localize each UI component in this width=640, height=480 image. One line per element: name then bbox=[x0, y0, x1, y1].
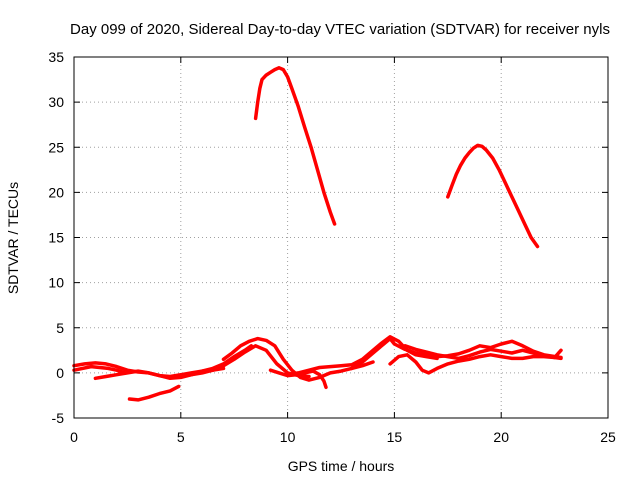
series-low-11 bbox=[403, 344, 563, 361]
x-tick-labels: 0 5 10 15 20 25 bbox=[70, 429, 616, 445]
x-tick-label: 0 bbox=[70, 429, 78, 445]
y-tick-label: 25 bbox=[48, 139, 64, 155]
y-tick-label: 10 bbox=[48, 275, 64, 291]
series-arc-high-2 bbox=[446, 143, 540, 249]
y-tick-label: 15 bbox=[48, 230, 64, 246]
series-low-8 bbox=[285, 335, 439, 377]
x-tick-label: 15 bbox=[387, 429, 403, 445]
grid bbox=[74, 57, 608, 418]
series-low-2 bbox=[72, 364, 128, 375]
axis-ticks bbox=[73, 56, 609, 419]
series-low-4 bbox=[127, 384, 181, 402]
x-axis-label: GPS time / hours bbox=[288, 458, 395, 474]
y-tick-label: 5 bbox=[56, 320, 64, 336]
series-layer bbox=[72, 66, 563, 402]
y-axis-label: SDTVAR / TECUs bbox=[5, 182, 21, 294]
x-tick-label: 10 bbox=[280, 429, 296, 445]
x-tick-label: 25 bbox=[600, 429, 616, 445]
y-tick-label: -5 bbox=[52, 410, 65, 426]
x-tick-label: 5 bbox=[177, 429, 185, 445]
series-arc-high-1 bbox=[253, 66, 337, 226]
x-tick-label: 20 bbox=[493, 429, 509, 445]
series-low-6 bbox=[221, 336, 375, 382]
chart-title: Day 099 of 2020, Sidereal Day-to-day VTE… bbox=[70, 21, 610, 38]
series-low-5 bbox=[157, 344, 311, 381]
y-tick-label: 35 bbox=[48, 49, 64, 65]
y-tick-label: 30 bbox=[48, 94, 64, 110]
y-tick-labels: -5 0 5 10 15 20 25 30 35 bbox=[48, 49, 64, 426]
y-tick-label: 20 bbox=[48, 184, 64, 200]
series-low-10 bbox=[388, 348, 563, 375]
y-tick-label: 0 bbox=[56, 365, 64, 381]
